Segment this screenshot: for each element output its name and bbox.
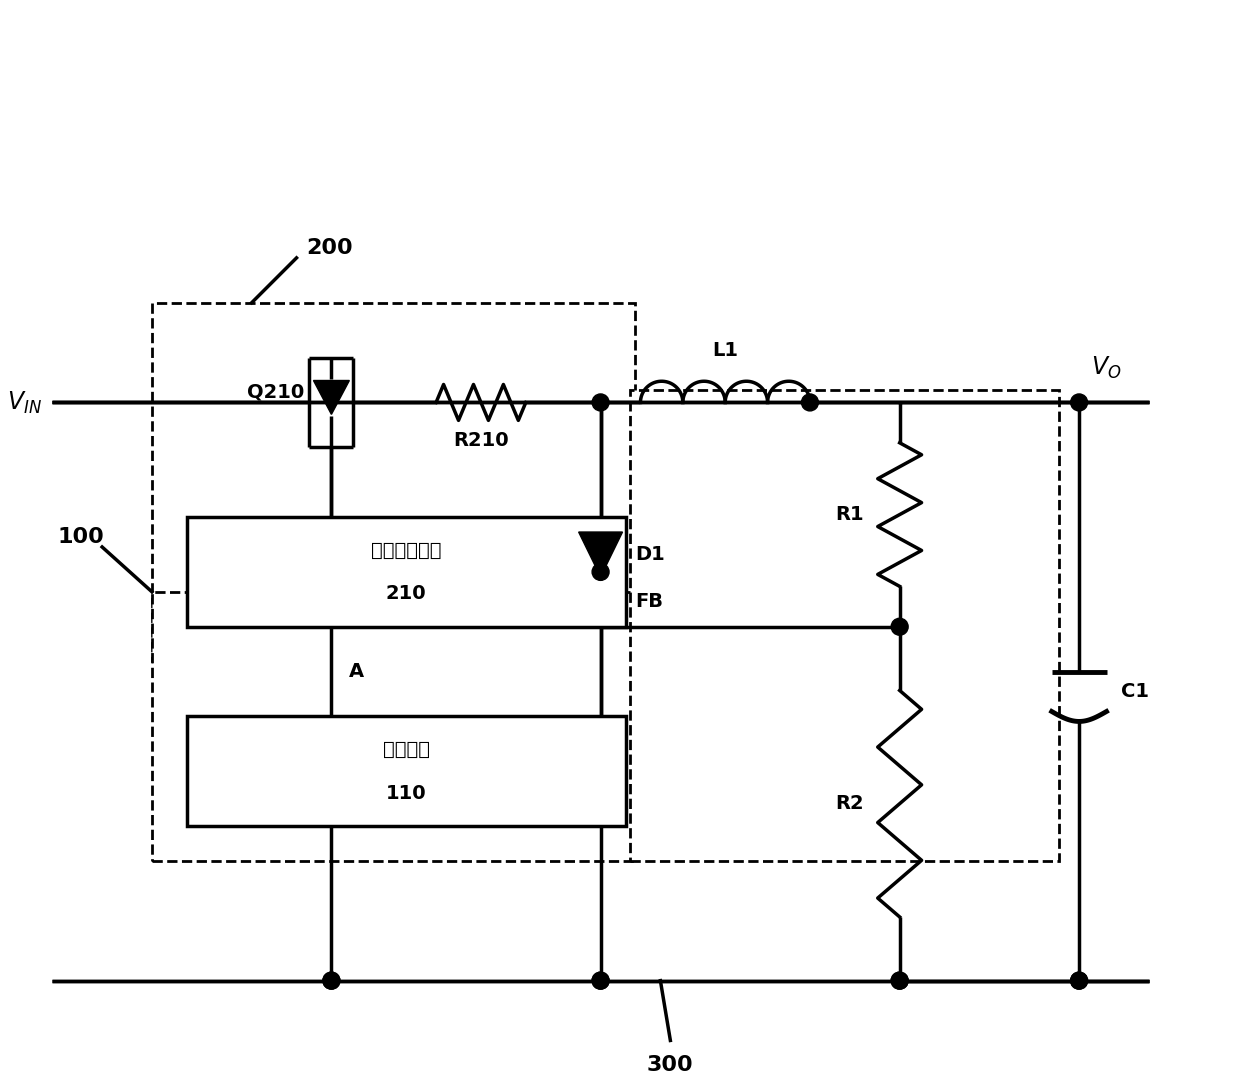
Circle shape — [322, 972, 340, 989]
Bar — [630, 391, 1059, 861]
Bar — [187, 716, 625, 827]
Text: 驱动控制电路: 驱动控制电路 — [371, 541, 441, 559]
Circle shape — [593, 972, 609, 989]
Circle shape — [1070, 972, 1087, 989]
Circle shape — [1070, 394, 1087, 411]
Text: 210: 210 — [386, 584, 427, 604]
Circle shape — [593, 394, 609, 411]
Circle shape — [892, 972, 908, 989]
Text: R1: R1 — [836, 505, 864, 524]
Bar — [187, 517, 625, 626]
Text: C1: C1 — [1121, 682, 1149, 701]
Circle shape — [892, 618, 908, 635]
Polygon shape — [579, 532, 622, 577]
Bar — [153, 592, 635, 861]
Circle shape — [892, 972, 908, 989]
Circle shape — [801, 394, 818, 411]
Text: 200: 200 — [306, 238, 353, 258]
Circle shape — [593, 972, 609, 989]
Text: R2: R2 — [836, 794, 864, 814]
Bar — [153, 303, 635, 661]
Circle shape — [322, 972, 340, 989]
Text: 控制电路: 控制电路 — [383, 740, 430, 758]
Text: FB: FB — [635, 592, 663, 611]
Polygon shape — [314, 381, 350, 414]
Text: L1: L1 — [712, 341, 738, 360]
Text: 100: 100 — [57, 527, 104, 547]
Text: D1: D1 — [635, 545, 665, 564]
Text: A: A — [350, 662, 365, 681]
Text: 110: 110 — [386, 783, 427, 803]
Text: Q210: Q210 — [247, 383, 304, 401]
Text: $V_{IN}$: $V_{IN}$ — [7, 390, 42, 415]
Text: $V_O$: $V_O$ — [1091, 355, 1121, 381]
Text: 300: 300 — [647, 1055, 693, 1076]
Circle shape — [1070, 972, 1087, 989]
Circle shape — [593, 564, 609, 580]
Text: R210: R210 — [453, 431, 508, 450]
